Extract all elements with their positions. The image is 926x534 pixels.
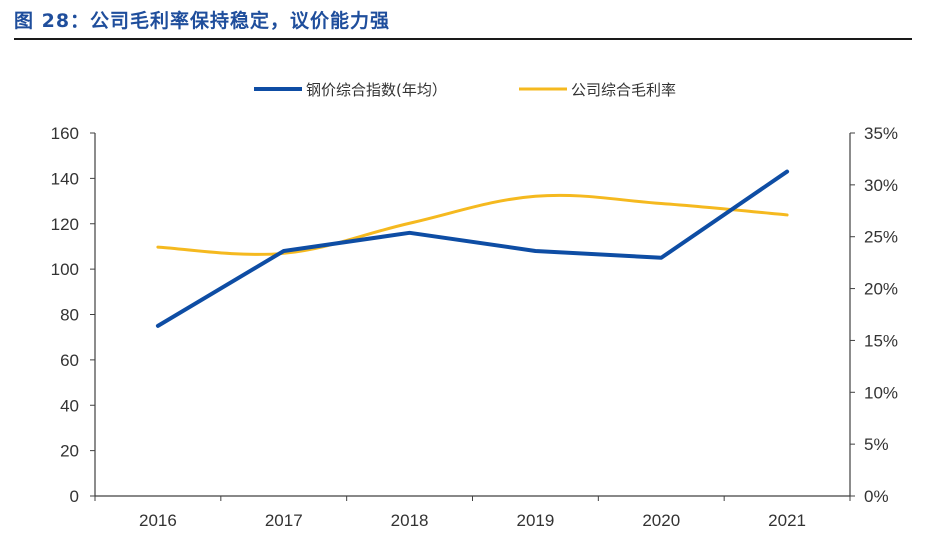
x-tick-label: 2018 [391,511,429,530]
right-tick-label: 5% [864,435,889,454]
series-line-steel-index [155,169,790,328]
x-tick-label: 2016 [139,511,177,530]
right-tick-label: 30% [864,176,898,195]
left-tick-label: 80 [60,306,79,325]
left-tick-label: 60 [60,351,79,370]
series-lines [155,169,790,328]
right-tick-label: 0% [864,487,889,506]
right-tick-label: 25% [864,228,898,247]
x-tick-label: 2020 [642,511,680,530]
x-tick-label: 2017 [265,511,303,530]
legend-label-steel-index: 钢价综合指数(年均） [306,81,447,99]
left-tick-label: 160 [51,124,79,143]
left-tick-label: 40 [60,396,79,415]
left-tick-label: 20 [60,442,79,461]
figure-title: 图 28：公司毛利率保持稳定，议价能力强 [14,10,391,32]
legend: 钢价综合指数(年均） 公司综合毛利率 [254,81,676,99]
left-tick-label: 120 [51,215,79,234]
right-tick-label: 15% [864,331,898,350]
right-tick-label: 10% [864,383,898,402]
right-tick-label: 35% [864,124,898,143]
left-tick-label: 100 [51,260,79,279]
left-tick-label: 0 [70,487,79,506]
title-rule [14,38,912,40]
right-tick-label: 20% [864,280,898,299]
legend-label-gross-margin: 公司综合毛利率 [571,81,676,99]
series-line-gross-margin [156,193,789,256]
left-tick-label: 140 [51,169,79,188]
x-tick-label: 2019 [517,511,555,530]
x-tick-label: 2021 [768,511,806,530]
axes: 0 20 40 60 80 100 120 140 160 0% 5% 10% 15% 20% 25% 30%… [51,124,898,530]
